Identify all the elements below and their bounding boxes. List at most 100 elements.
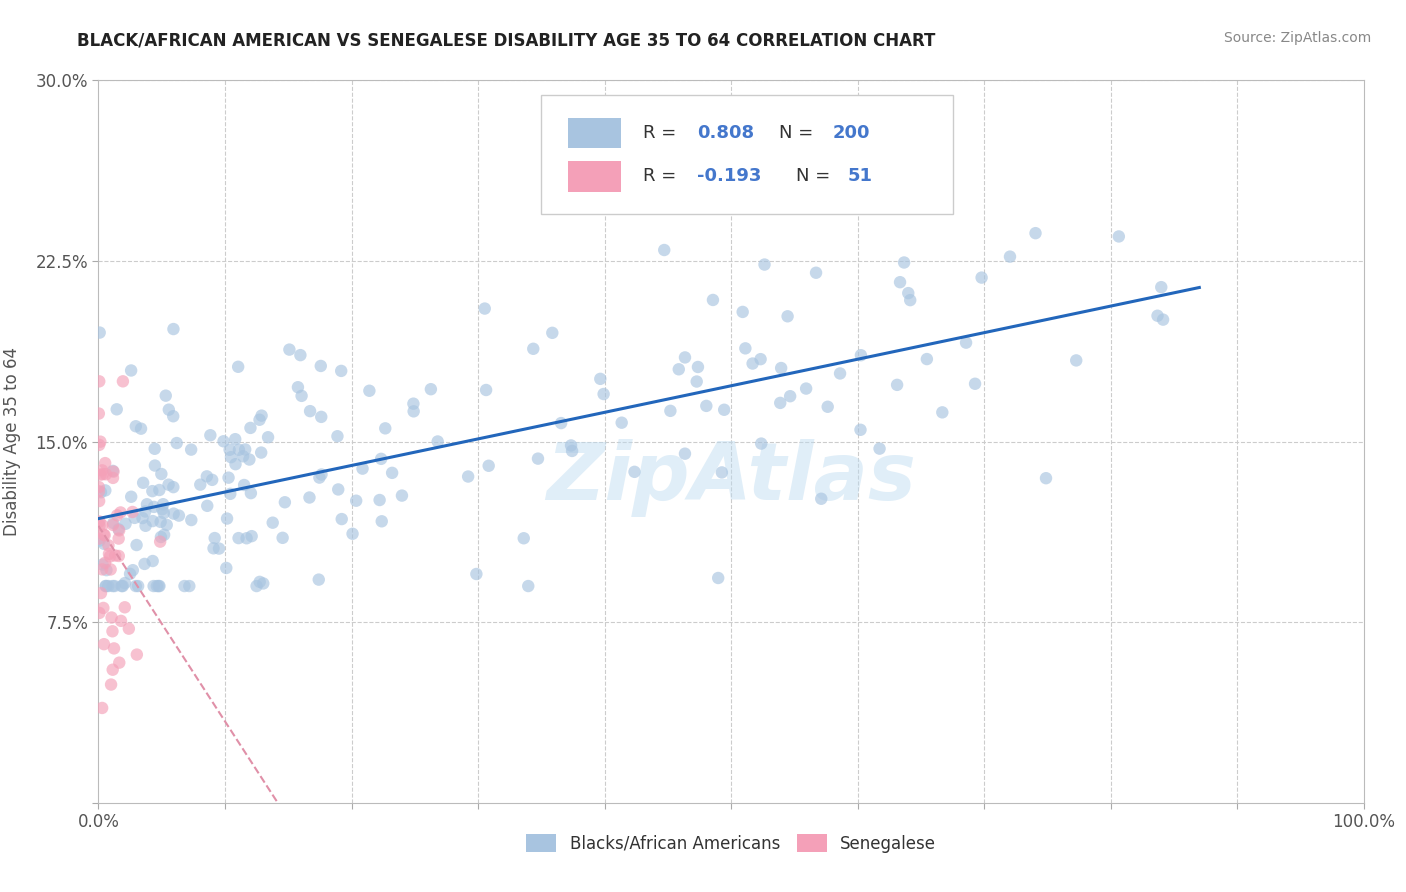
Point <box>402 397 425 411</box>
Point <box>886 377 908 392</box>
Point <box>93 637 115 651</box>
Point <box>804 266 827 280</box>
Point <box>702 293 724 307</box>
Point <box>121 505 143 519</box>
Point <box>114 576 136 591</box>
Point <box>344 493 367 508</box>
Point <box>150 467 173 481</box>
Point <box>235 531 257 545</box>
Point <box>249 413 271 427</box>
Point <box>90 467 112 482</box>
Point <box>215 511 238 525</box>
Point <box>245 579 267 593</box>
Point <box>87 407 110 421</box>
Point <box>134 557 156 571</box>
Point <box>101 517 124 532</box>
Point <box>299 404 322 418</box>
Point <box>150 502 173 516</box>
Point <box>180 442 202 457</box>
Point <box>741 357 763 371</box>
Point <box>368 493 391 508</box>
Point <box>89 494 111 508</box>
Point <box>274 495 297 509</box>
Point <box>749 352 772 367</box>
Point <box>157 477 180 491</box>
Point <box>100 562 122 576</box>
Point <box>652 243 675 257</box>
Point <box>129 422 152 436</box>
Point <box>120 566 142 581</box>
Point <box>239 486 262 500</box>
Point <box>250 409 273 423</box>
Point <box>970 270 993 285</box>
Point <box>298 491 321 505</box>
Point <box>541 326 564 340</box>
Point <box>218 471 240 485</box>
Point <box>125 419 148 434</box>
Point <box>101 663 124 677</box>
Point <box>132 475 155 490</box>
Point <box>152 497 174 511</box>
Point <box>931 405 953 419</box>
Point <box>249 574 271 589</box>
Point <box>124 511 146 525</box>
Point <box>208 541 231 556</box>
Point <box>359 384 381 398</box>
Point <box>474 301 496 316</box>
Point <box>167 508 190 523</box>
Point <box>149 534 172 549</box>
Point <box>141 484 163 499</box>
Text: ZipAtlas: ZipAtlas <box>546 439 917 516</box>
Point <box>162 322 184 336</box>
Point <box>98 549 121 564</box>
Point <box>89 518 111 533</box>
Point <box>212 434 235 449</box>
Point <box>89 326 111 340</box>
Point <box>97 538 120 552</box>
Point <box>233 478 256 492</box>
Point <box>179 579 201 593</box>
Point <box>93 537 115 551</box>
Point <box>257 430 280 444</box>
Point <box>90 586 112 600</box>
Point <box>127 579 149 593</box>
Point <box>308 573 330 587</box>
Point <box>713 402 735 417</box>
Point <box>148 579 170 593</box>
Point <box>89 606 111 620</box>
Text: N =: N = <box>779 124 820 142</box>
Point <box>143 458 166 473</box>
Point <box>233 442 256 457</box>
FancyBboxPatch shape <box>568 161 621 192</box>
Point <box>1108 229 1130 244</box>
Point <box>769 396 792 410</box>
Point <box>561 444 583 458</box>
Point <box>513 531 536 545</box>
Point <box>252 576 274 591</box>
Point <box>215 561 238 575</box>
Point <box>465 566 488 581</box>
Point <box>149 515 172 529</box>
Point <box>94 579 117 593</box>
Point <box>156 517 179 532</box>
Point <box>149 530 172 544</box>
Point <box>262 516 284 530</box>
Point <box>143 500 166 514</box>
Point <box>94 467 117 482</box>
Point <box>686 359 709 374</box>
Point <box>96 563 118 577</box>
Text: 0.808: 0.808 <box>697 124 754 142</box>
Legend: Blacks/African Americans, Senegalese: Blacks/African Americans, Senegalese <box>520 828 942 860</box>
Text: N =: N = <box>796 168 835 186</box>
Point <box>91 701 114 715</box>
Point <box>232 450 254 464</box>
Point <box>202 541 225 556</box>
Point <box>110 506 132 520</box>
Point <box>204 531 226 545</box>
Point <box>898 293 921 307</box>
Point <box>89 374 111 388</box>
Point <box>278 343 301 357</box>
Point <box>91 467 114 482</box>
Point <box>1146 309 1168 323</box>
Point <box>219 487 242 501</box>
